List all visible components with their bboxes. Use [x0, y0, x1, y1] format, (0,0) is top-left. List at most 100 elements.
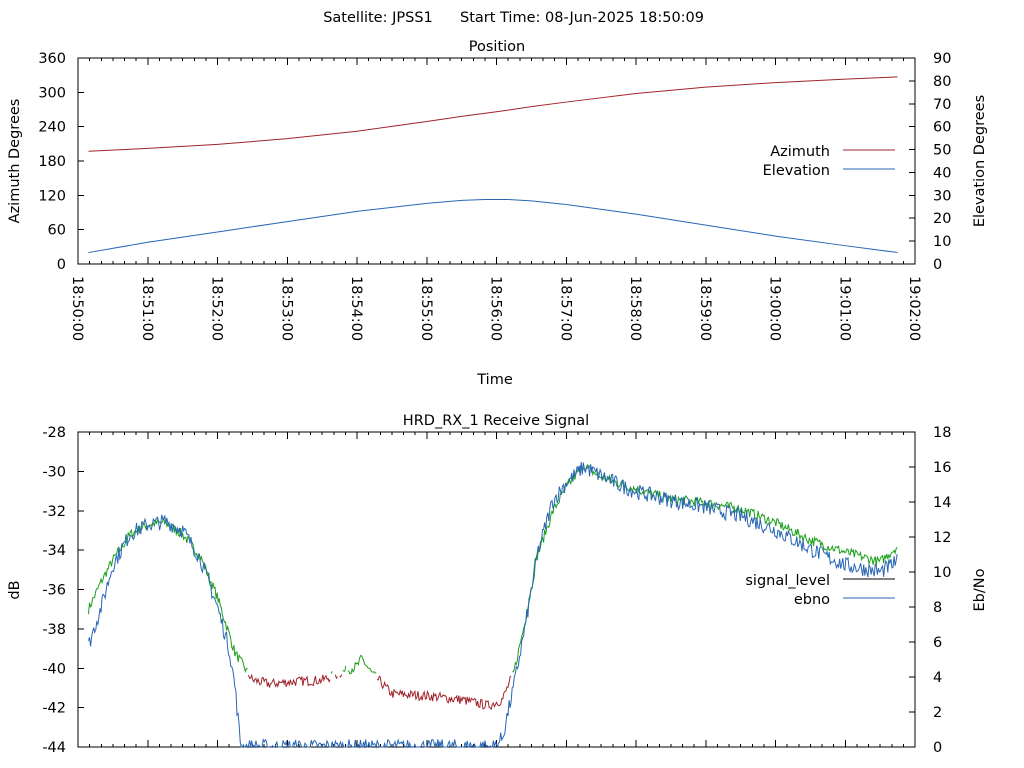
ebno-tick-label: 4	[933, 670, 942, 686]
elevation-line-segment	[845, 245, 898, 254]
time-tick-label: 18:51:00	[139, 276, 155, 341]
time-tick-label: 18:54:00	[348, 276, 364, 341]
elevation-tick-label: 0	[933, 257, 942, 273]
legend-signal-level-label: signal_level	[745, 573, 830, 589]
signal-title: HRD_RX_1 Receive Signal	[403, 413, 589, 429]
db-tick-label: -38	[42, 622, 66, 638]
satellite-label: Satellite: JPSS1	[323, 10, 433, 26]
elevation-tick-label: 50	[933, 143, 951, 159]
signal-axes: -44 -42 -40 -38 -36 -34 -32 -30 -28 0 2 4 6 8 10 12 14 16…	[42, 425, 951, 756]
ebno-tick-label: 8	[933, 600, 942, 616]
azimuth-line-segment	[845, 76, 898, 80]
elevation-line-segment	[775, 235, 846, 247]
ebno-tick-label: 14	[933, 495, 951, 511]
signal-legend: signal_level ebno	[745, 573, 895, 608]
azimuth-tick-label: 0	[57, 257, 66, 273]
time-tick-label: 19:01:00	[836, 276, 852, 341]
azimuth-tick-label: 180	[38, 154, 66, 170]
ebno-axis-label: Eb/No	[972, 568, 988, 611]
time-tick-label: 18:52:00	[209, 276, 225, 341]
time-tick-label: 19:02:00	[906, 276, 922, 341]
signal-level-low-line	[248, 673, 512, 711]
azimuth-tick-label: 120	[38, 188, 66, 204]
ebno-tick-label: 10	[933, 565, 951, 581]
legend-elevation-label: Elevation	[763, 163, 830, 179]
position-series	[88, 76, 898, 254]
elevation-line-segment	[147, 231, 218, 243]
time-tick-label: 18:56:00	[488, 276, 504, 341]
elevation-tick-label: 90	[933, 51, 951, 67]
db-tick-label: -42	[42, 701, 66, 717]
azimuth-tick-label: 240	[38, 120, 66, 136]
signal-plot-frame	[77, 431, 916, 748]
position-legend: Azimuth Elevation	[763, 144, 895, 179]
elevation-tick-label: 60	[933, 120, 951, 136]
elevation-line-segment	[635, 213, 706, 226]
signal-level-line	[88, 463, 898, 675]
elevation-line-segment	[356, 202, 427, 212]
db-tick-label: -28	[42, 425, 66, 441]
elevation-tick-label: 30	[933, 188, 951, 204]
ebno-tick-label: 2	[933, 705, 942, 721]
azimuth-line-segment	[531, 101, 567, 108]
elevation-tick-label: 40	[933, 165, 951, 181]
azimuth-line-segment	[88, 147, 148, 152]
time-tick-label: 19:00:00	[767, 276, 783, 341]
azimuth-line-segment	[147, 143, 218, 149]
elevation-tick-label: 10	[933, 234, 951, 250]
db-tick-label: -44	[42, 740, 66, 756]
azimuth-line-segment	[287, 130, 358, 140]
db-tick-label: -30	[42, 464, 66, 480]
elevation-line-segment	[508, 198, 532, 202]
position-title: Position	[469, 39, 525, 55]
ebno-line	[88, 461, 898, 749]
time-tick-label: 18:55:00	[418, 276, 434, 341]
elevation-line-segment	[531, 200, 567, 205]
azimuth-line-segment	[496, 106, 532, 113]
elevation-tick-label: 20	[933, 211, 951, 227]
elevation-line-segment	[88, 241, 148, 254]
azimuth-line-segment	[356, 121, 427, 132]
azimuth-tick-label: 360	[38, 51, 66, 67]
elevation-line-segment	[426, 199, 462, 204]
azimuth-tick-label: 60	[48, 223, 66, 239]
azimuth-line-segment	[426, 115, 462, 123]
azimuth-line-segment	[217, 138, 288, 145]
ebno-tick-label: 16	[933, 460, 951, 476]
ebno-tick-label: 18	[933, 425, 951, 441]
azimuth-line-segment	[566, 92, 637, 103]
position-chart: Position 0 60 120 180 240 300 360 0 10 20 30 40 50 60…	[7, 39, 988, 388]
start-time-label: Start Time: 08-Jun-2025 18:50:09	[460, 10, 704, 26]
time-tick-label: 18:53:00	[278, 276, 294, 341]
position-axes: 0 60 120 180 240 300 360 0 10 20 30 40 50 60 70 80 90 18:…	[38, 51, 951, 341]
legend-azimuth-label: Azimuth	[770, 144, 830, 160]
db-tick-label: -40	[42, 661, 66, 677]
legend-ebno-label: ebno	[794, 592, 830, 608]
elevation-axis-label: Elevation Degrees	[972, 95, 988, 227]
db-tick-label: -34	[42, 543, 66, 559]
azimuth-line-segment	[635, 86, 706, 94]
azimuth-line-segment	[775, 78, 846, 84]
time-tick-label: 18:58:00	[627, 276, 643, 341]
time-tick-label: 18:57:00	[557, 276, 573, 341]
azimuth-line-segment	[705, 82, 776, 88]
elevation-line-segment	[461, 198, 485, 201]
signal-series	[88, 461, 898, 749]
azimuth-line-segment	[461, 111, 497, 117]
db-axis-label: dB	[7, 580, 23, 599]
elevation-line-segment	[566, 203, 637, 215]
time-axis-label: Time	[476, 372, 513, 388]
elevation-tick-label: 80	[933, 74, 951, 90]
azimuth-tick-label: 300	[38, 85, 66, 101]
position-plot-frame	[77, 57, 916, 265]
elevation-line-segment	[217, 221, 288, 233]
signal-chart: HRD_RX_1 Receive Signal -44 -42 -40 -38 -36 -…	[7, 413, 988, 756]
azimuth-axis-label: Azimuth Degrees	[7, 99, 23, 224]
elevation-line-segment	[705, 224, 776, 237]
db-tick-label: -36	[42, 583, 66, 599]
time-tick-label: 18:50:00	[69, 276, 85, 341]
time-tick-label: 18:59:00	[697, 276, 713, 341]
elevation-tick-label: 70	[933, 97, 951, 113]
elevation-line-segment	[287, 210, 358, 223]
